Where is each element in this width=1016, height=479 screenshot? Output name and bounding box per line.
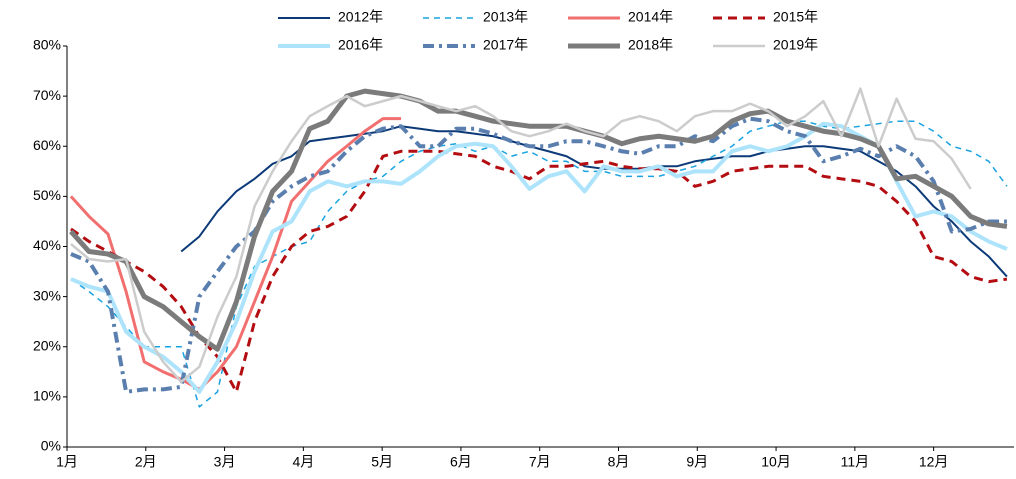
y-tick-label: 30% xyxy=(33,287,61,303)
x-tick-label: 4月 xyxy=(292,454,314,470)
legend-label: 2019年 xyxy=(773,37,818,53)
x-tick-label: 12月 xyxy=(919,454,949,470)
legend-label: 2016年 xyxy=(338,37,383,53)
series-line xyxy=(70,116,1007,394)
series-line xyxy=(69,88,1008,352)
x-tick-label: 1月 xyxy=(56,454,78,470)
legend-label: 2013年 xyxy=(483,9,528,25)
legend-label: 2015年 xyxy=(773,9,818,25)
y-tick-label: 0% xyxy=(41,438,61,454)
series-line xyxy=(180,125,1008,278)
x-tick-label: 9月 xyxy=(686,454,708,470)
y-tick-label: 50% xyxy=(33,187,61,203)
legend-label: 2017年 xyxy=(483,37,528,53)
x-tick-label: 5月 xyxy=(371,454,393,470)
x-tick-label: 11月 xyxy=(841,454,870,470)
y-tick-label: 70% xyxy=(33,87,61,103)
legend-label: 2018年 xyxy=(628,37,673,53)
legend-label: 2012年 xyxy=(338,9,383,25)
y-tick-label: 10% xyxy=(33,388,61,404)
series-line xyxy=(70,121,1008,394)
y-tick-label: 40% xyxy=(33,237,61,253)
x-tick-label: 6月 xyxy=(450,454,472,470)
series-line xyxy=(70,120,1008,408)
y-tick-label: 60% xyxy=(33,137,61,153)
x-tick-label: 7月 xyxy=(529,454,551,470)
series-line xyxy=(69,117,402,391)
x-tick-label: 8月 xyxy=(608,454,630,470)
series-line xyxy=(70,87,972,384)
y-tick-label: 20% xyxy=(33,337,61,353)
y-tick-label: 80% xyxy=(33,37,61,53)
x-tick-label: 2月 xyxy=(135,454,157,470)
legend-label: 2014年 xyxy=(628,9,673,25)
x-tick-label: 3月 xyxy=(214,454,236,470)
series-line xyxy=(70,149,1008,394)
x-tick-label: 10月 xyxy=(761,454,791,470)
